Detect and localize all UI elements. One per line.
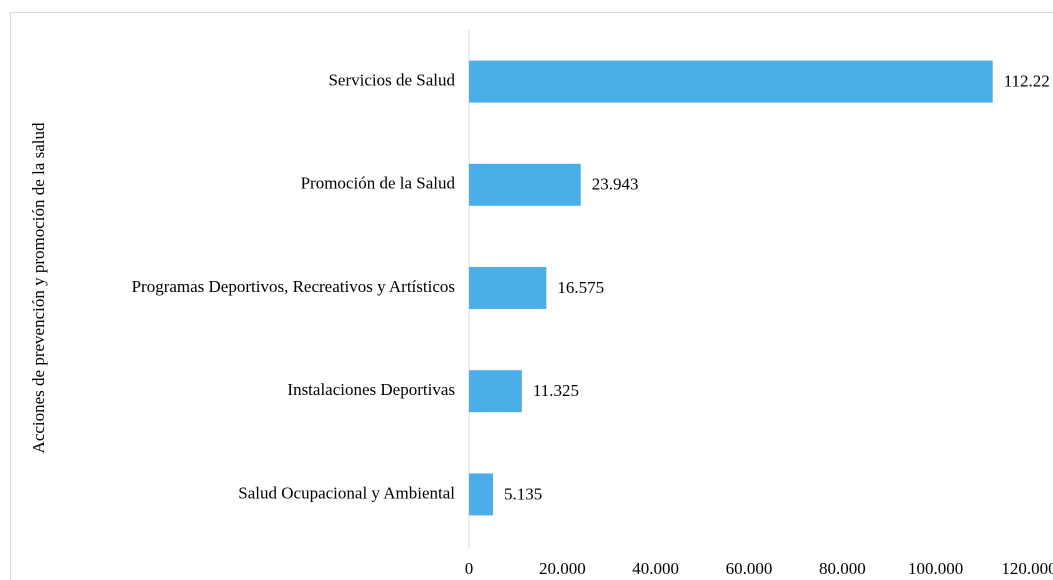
y-tick-label: Salud Ocupacional y Ambiental [238, 483, 455, 502]
value-label: 16.575 [557, 278, 604, 297]
value-label: 23.943 [592, 175, 639, 194]
x-tick-label: 0 [465, 559, 474, 578]
y-tick-label: Promoción de la Salud [301, 174, 456, 193]
y-tick-label: Programas Deportivos, Recreativos y Artí… [132, 277, 455, 296]
bar [469, 163, 581, 206]
bar [469, 267, 547, 309]
x-tick-label: 60.000 [726, 559, 773, 578]
x-tick-label: 40.000 [632, 559, 679, 578]
y-tick-label: Instalaciones Deportivas [287, 380, 455, 399]
bar [469, 473, 493, 516]
chart-border [10, 12, 1053, 580]
value-label: 5.135 [504, 484, 542, 503]
value-label: 11.325 [533, 381, 579, 400]
value-label: 112.22 [1004, 72, 1050, 91]
x-tick-label: 80.000 [819, 559, 866, 578]
y-axis-label: Acciones de prevención y promoción de la… [29, 122, 48, 453]
bar [469, 60, 993, 103]
y-tick-label: Servicios de Salud [328, 71, 455, 90]
x-tick-label: 120.000 [1001, 559, 1053, 578]
x-tick-label: 100.000 [908, 559, 963, 578]
bar [469, 370, 522, 413]
x-tick-label: 20.000 [539, 559, 586, 578]
